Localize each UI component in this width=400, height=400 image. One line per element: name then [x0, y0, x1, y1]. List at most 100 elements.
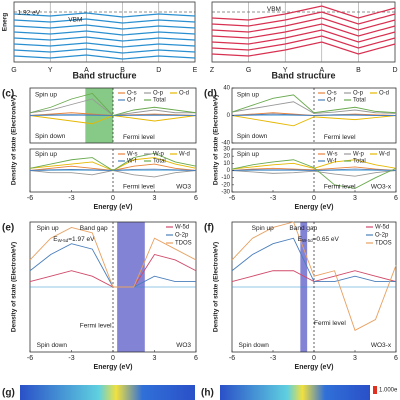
- annotation: Fermi level: [324, 134, 356, 141]
- series-line: [13, 12, 196, 18]
- legend-label: W-d: [379, 152, 390, 158]
- x-tick-label: 3: [153, 195, 157, 202]
- x-tick-label: 6: [194, 355, 198, 362]
- gap-label: EW-5d=1.97 eV: [53, 236, 95, 243]
- annotation: Spin up: [37, 225, 59, 232]
- series-line: [13, 54, 196, 60]
- panel-label: (c): [2, 89, 14, 100]
- legend-label: O-d: [379, 91, 389, 97]
- x-tick-label: 6: [194, 195, 198, 202]
- gap-label: EW-5d=0.65 eV: [298, 236, 340, 243]
- x-axis-label: Energy (eV): [295, 364, 334, 371]
- series-line: [13, 36, 196, 42]
- x-tick-label: Y: [283, 67, 288, 74]
- series-line: [231, 159, 397, 189]
- annotation: Spin down: [239, 342, 270, 349]
- annotation: Fermi level: [80, 323, 112, 330]
- series-line: [13, 18, 196, 24]
- x-tick-label: G: [246, 67, 251, 74]
- x-tick-label: A: [319, 67, 324, 74]
- legend-label: O-d: [179, 91, 189, 97]
- gap-subscript: W-5d: [58, 238, 69, 243]
- x-tick-label: -6: [27, 195, 33, 202]
- annotation: Spin up: [35, 91, 57, 98]
- legend-label: Total: [153, 159, 166, 165]
- y-tick-label: 0: [227, 168, 231, 174]
- x-tick-label: 6: [394, 195, 398, 202]
- series-line: [13, 24, 196, 30]
- y-tick-label: 30: [223, 147, 230, 153]
- gap-value: =0.65 eV: [313, 236, 340, 243]
- legend-label: O-p: [153, 91, 164, 97]
- x-tick-label: -3: [270, 355, 276, 362]
- series-line: [29, 152, 197, 172]
- series-line: [211, 5, 396, 21]
- series-line: [231, 168, 397, 171]
- legend-label: W-s: [327, 152, 338, 158]
- series-line: [29, 226, 197, 288]
- annotation: Fermi level: [324, 184, 356, 191]
- annotation: Fermi level: [314, 320, 346, 327]
- annotation: WO3: [176, 342, 191, 349]
- series-line: [211, 11, 396, 27]
- x-tick-label: Z: [210, 67, 215, 74]
- series-line: [211, 35, 396, 51]
- x-tick-label: A: [84, 67, 89, 74]
- x-tick-label: B: [356, 67, 361, 74]
- series-line: [13, 42, 196, 48]
- x-tick-label: -6: [229, 355, 235, 362]
- legend-label: TDOS: [175, 241, 192, 247]
- legend-label: O-f: [127, 98, 136, 104]
- series-line: [211, 41, 396, 57]
- x-axis-label: Energy (eV): [94, 364, 133, 371]
- legend-label: W-p: [353, 152, 365, 158]
- x-tick-label: 0: [111, 195, 115, 202]
- legend-label: O-p: [353, 91, 364, 97]
- annotation: 1.92 eV: [18, 10, 41, 17]
- panel-label: (f): [204, 223, 214, 234]
- x-tick-label: -6: [27, 355, 33, 362]
- series-line: [29, 92, 197, 117]
- y-axis-label: Density of state (Electron/eV): [213, 95, 220, 185]
- x-tick-label: B: [120, 67, 125, 74]
- annotation: Spin down: [237, 133, 268, 140]
- legend-label: W-p: [153, 152, 165, 158]
- legend-label: O-s: [127, 91, 137, 97]
- x-tick-label: 0: [111, 355, 115, 362]
- x-tick-label: -6: [229, 195, 235, 202]
- legend-label: O-2p: [175, 233, 189, 239]
- legend-label: O-s: [327, 91, 337, 97]
- series-line: [13, 30, 196, 36]
- legend-label: W-s: [127, 152, 138, 158]
- y-tick-label: 0: [227, 113, 231, 119]
- x-tick-label: -3: [270, 195, 276, 202]
- panel-label: (h): [201, 388, 214, 399]
- y-tick-label: -20: [221, 182, 230, 188]
- annotation: WO3: [176, 184, 191, 191]
- series-line: [231, 94, 397, 114]
- series-line: [231, 237, 396, 283]
- series-line: [231, 113, 396, 116]
- annotation: Spin up: [35, 151, 57, 158]
- annotation: VBM: [68, 17, 82, 24]
- x-axis-label: Energy (eV): [295, 204, 334, 211]
- y-tick-label: -40: [221, 141, 230, 147]
- legend-label: Total: [353, 98, 366, 104]
- gap-symbol: E: [298, 236, 303, 243]
- legend-label: W-f: [127, 159, 137, 165]
- series-line: [231, 170, 397, 177]
- annotation: Fermi level: [123, 184, 155, 191]
- series-line: [211, 29, 396, 45]
- y-tick-label: 20: [223, 154, 230, 160]
- legend-label: Total: [153, 98, 166, 104]
- y-axis-label: Density of state (Electron/eV): [213, 242, 220, 332]
- annotation: VBM: [267, 6, 281, 13]
- x-tick-label: 3: [153, 355, 157, 362]
- legend-label: Total: [353, 159, 366, 165]
- annotation: WO3-x: [371, 184, 392, 191]
- series-line: [29, 157, 197, 171]
- series-line: [231, 166, 397, 171]
- x-tick-label: D: [392, 67, 397, 74]
- y-axis-label: Density of state (Electron/eV): [11, 242, 18, 332]
